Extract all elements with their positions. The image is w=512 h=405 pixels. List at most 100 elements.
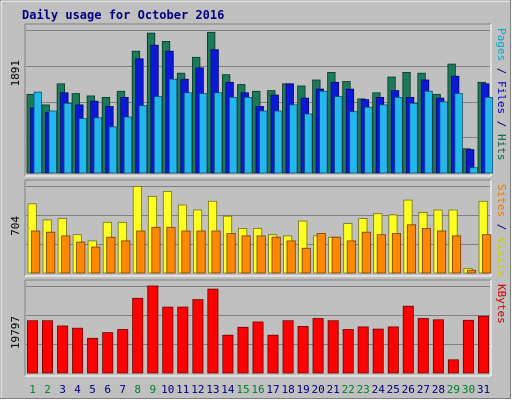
bar-visits-sites-day-13 <box>211 230 221 274</box>
bar-kbytes-kbytes-day-9 <box>147 285 159 374</box>
bar-kbytes-kbytes-day-8 <box>132 297 144 374</box>
bar-hits-pages-day-13 <box>213 92 223 174</box>
bar-kbytes-kbytes-day-12 <box>192 299 204 374</box>
legend-visits: Sites / Visits <box>495 184 508 277</box>
bar-kbytes-kbytes-day-3 <box>57 325 69 374</box>
x-tick-label-day-12: 12 <box>191 383 204 396</box>
x-tick-label-day-15: 15 <box>236 383 249 396</box>
bar-visits-sites-day-25 <box>391 233 401 274</box>
bar-kbytes-kbytes-day-2 <box>42 320 54 374</box>
ymax-label-visits: 704 <box>9 216 22 236</box>
bar-visits-sites-day-9 <box>151 226 161 274</box>
bar-kbytes-kbytes-day-25 <box>387 326 399 374</box>
x-tick-label-day-10: 10 <box>161 383 174 396</box>
ymax-label-hits: 1891 <box>9 60 22 87</box>
legend-kbytes: KBytes <box>495 284 508 324</box>
legend-label-visits-1: / <box>495 217 508 237</box>
panel-visits: 704 Sites / Visits <box>9 179 508 277</box>
x-tick-label-day-9: 9 <box>149 383 156 396</box>
legend-label-hits-1: / <box>495 61 508 81</box>
bar-kbytes-kbytes-day-16 <box>252 321 264 374</box>
bar-visits-sites-day-27 <box>421 228 431 274</box>
bar-visits-sites-day-22 <box>346 240 356 274</box>
bar-hits-pages-day-14 <box>228 97 238 174</box>
bar-kbytes-kbytes-day-11 <box>177 306 189 374</box>
bar-hits-pages-day-27 <box>424 90 433 174</box>
bar-visits-sites-day-30 <box>466 269 477 274</box>
chart-panels: 1891 Pages / Files / Hits 704 Sites / Visit… <box>9 23 508 377</box>
x-tick-label-day-23: 23 <box>357 383 370 396</box>
bar-visits-sites-day-16 <box>256 235 266 274</box>
bar-hits-pages-day-1 <box>33 91 42 174</box>
bar-kbytes-kbytes-day-14 <box>222 334 234 374</box>
bar-hits-pages-day-28 <box>439 101 448 174</box>
bar-visits-sites-day-1 <box>31 230 41 274</box>
legend-label-visits-2: Visits <box>495 237 508 277</box>
bar-kbytes-kbytes-day-17 <box>267 334 279 374</box>
bar-hits-pages-day-25 <box>394 97 403 174</box>
bar-kbytes-kbytes-day-18 <box>282 320 294 374</box>
bar-kbytes-kbytes-day-19 <box>297 325 309 374</box>
x-tick-label-day-28: 28 <box>432 383 445 396</box>
bar-hits-pages-day-19 <box>304 113 313 174</box>
bar-visits-sites-day-7 <box>121 240 131 274</box>
bar-hits-pages-day-9 <box>153 96 163 174</box>
bar-visits-sites-day-26 <box>406 224 416 274</box>
x-tick-label-day-22: 22 <box>342 383 355 396</box>
bar-visits-sites-day-2 <box>46 231 56 274</box>
bar-kbytes-kbytes-day-30 <box>462 319 474 374</box>
x-tick-label-day-5: 5 <box>89 383 96 396</box>
bar-hits-pages-day-8 <box>138 105 148 174</box>
bar-hits-pages-day-20 <box>319 90 328 174</box>
bar-kbytes-kbytes-day-10 <box>162 306 174 374</box>
bar-hits-pages-day-26 <box>409 103 418 174</box>
bar-kbytes-kbytes-day-15 <box>237 326 249 374</box>
x-tick-label-day-11: 11 <box>176 383 189 396</box>
bar-hits-pages-day-30 <box>469 167 478 174</box>
bar-kbytes-kbytes-day-20 <box>312 318 324 374</box>
x-tick-label-day-19: 19 <box>296 383 309 396</box>
x-tick-label-day-20: 20 <box>311 383 324 396</box>
bar-hits-pages-day-31 <box>484 97 493 174</box>
bar-visits-sites-day-14 <box>226 233 236 274</box>
bar-kbytes-kbytes-day-4 <box>72 327 84 374</box>
bar-kbytes-kbytes-day-23 <box>357 326 369 374</box>
bar-kbytes-kbytes-day-29 <box>447 359 459 374</box>
bar-hits-pages-day-6 <box>108 126 118 174</box>
x-axis-day-labels: 1 2 3 4 5 6 7 8 9 10 11 12 13 14 15 16 17 18 19 20 21 22 23 24 2… <box>29 383 490 396</box>
bar-visits-sites-day-3 <box>61 235 71 274</box>
bar-hits-pages-day-16 <box>259 110 268 174</box>
bar-visits-sites-day-4 <box>76 241 86 274</box>
x-tick-label-day-30: 30 <box>462 383 475 396</box>
x-tick-label-day-17: 17 <box>266 383 279 396</box>
x-tick-label-day-31: 31 <box>477 383 490 396</box>
bar-hits-pages-day-23 <box>364 106 373 174</box>
bar-visits-sites-day-24 <box>376 234 386 274</box>
legend-label-hits-2: Files <box>495 81 508 114</box>
legend-label-hits-0: Pages <box>495 28 508 61</box>
bar-visits-sites-day-20 <box>316 233 326 274</box>
bar-hits-pages-day-4 <box>78 118 87 174</box>
bar-visits-sites-day-6 <box>106 236 116 274</box>
ymax-label-kbytes: 19797 <box>9 316 22 349</box>
x-tick-label-day-27: 27 <box>417 383 430 396</box>
bar-kbytes-kbytes-day-22 <box>342 329 354 374</box>
x-tick-label-day-29: 29 <box>447 383 460 396</box>
x-tick-label-day-16: 16 <box>251 383 264 396</box>
x-tick-label-day-25: 25 <box>387 383 400 396</box>
x-tick-label-day-1: 1 <box>29 383 36 396</box>
bar-visits-sites-day-21 <box>331 236 341 274</box>
bar-hits-pages-day-10 <box>168 78 178 174</box>
x-tick-label-day-18: 18 <box>281 383 294 396</box>
bar-hits-pages-day-22 <box>349 111 358 174</box>
bar-kbytes-kbytes-day-13 <box>207 288 219 374</box>
bar-kbytes-kbytes-day-5 <box>87 337 99 374</box>
bar-visits-sites-day-23 <box>361 231 371 274</box>
bar-kbytes-kbytes-day-24 <box>372 328 384 374</box>
x-tick-label-day-24: 24 <box>372 383 386 396</box>
bar-kbytes-kbytes-day-27 <box>417 318 429 374</box>
legend-hits: Pages / Files / Hits <box>495 28 508 161</box>
bar-kbytes-kbytes-day-26 <box>402 305 414 374</box>
bar-hits-pages-day-24 <box>379 104 388 174</box>
